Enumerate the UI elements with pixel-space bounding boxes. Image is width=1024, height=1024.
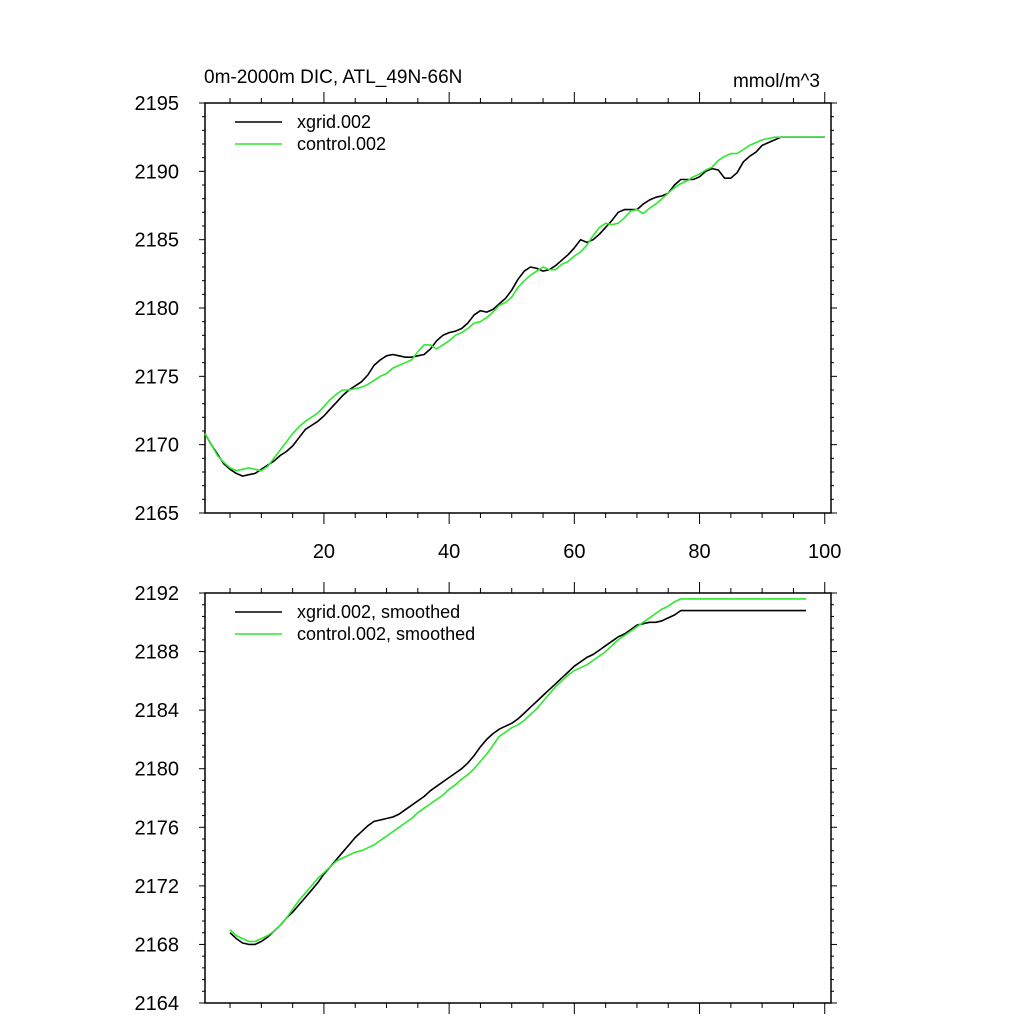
ytick-label: 2190 bbox=[135, 161, 180, 183]
legend-label-control-smoothed: control.002, smoothed bbox=[297, 624, 475, 644]
plot-frame bbox=[204, 102, 832, 514]
legend: xgrid.002, smoothed control.002, smoothe… bbox=[235, 602, 475, 644]
xtick-label: 80 bbox=[688, 541, 710, 563]
plot-frame bbox=[204, 592, 832, 1004]
axis-ticks: 2165 2170 2175 2180 2185 2190 2195 20 40 60 80 100 bbox=[135, 92, 841, 563]
bottom-panel: 2164 2168 2172 2176 2180 2184 2188 2192 xgrid.0… bbox=[135, 582, 837, 1015]
legend-label-control: control.002 bbox=[297, 134, 386, 154]
axis-ticks: 2164 2168 2172 2176 2180 2184 2188 2192 bbox=[135, 582, 837, 1015]
ytick-label: 2184 bbox=[135, 700, 180, 722]
xtick-label: 60 bbox=[563, 541, 585, 563]
xtick-label: 20 bbox=[313, 541, 335, 563]
series-lines bbox=[204, 136, 825, 477]
ytick-label: 2172 bbox=[135, 876, 180, 898]
ytick-label: 2180 bbox=[135, 759, 180, 781]
top-panel: 0m-2000m DIC, ATL_49N-66N mmol/m^3 21652… bbox=[135, 67, 842, 563]
series-line-xgrid bbox=[204, 136, 825, 477]
series-line-control bbox=[204, 136, 825, 472]
xtick-label: 100 bbox=[808, 541, 841, 563]
ytick-label: 2170 bbox=[135, 435, 180, 457]
series-line-xgrid bbox=[229, 609, 806, 946]
legend: xgrid.002 control.002 bbox=[235, 112, 386, 154]
xtick-label: 40 bbox=[438, 541, 460, 563]
units-label: mmol/m^3 bbox=[733, 71, 820, 92]
ytick-label: 2185 bbox=[135, 230, 180, 252]
ytick-label: 2164 bbox=[135, 993, 180, 1015]
ytick-label: 2180 bbox=[135, 298, 180, 320]
ytick-label: 2195 bbox=[135, 93, 180, 115]
ytick-label: 2192 bbox=[135, 583, 180, 605]
ytick-label: 2188 bbox=[135, 642, 180, 664]
legend-label-xgrid-smoothed: xgrid.002, smoothed bbox=[297, 602, 460, 622]
ytick-label: 2176 bbox=[135, 817, 180, 839]
chart-title: 0m-2000m DIC, ATL_49N-66N bbox=[204, 67, 462, 88]
series-lines bbox=[229, 598, 806, 946]
ytick-label: 2168 bbox=[135, 934, 180, 956]
ytick-label: 2165 bbox=[135, 503, 180, 525]
ytick-label: 2175 bbox=[135, 366, 180, 388]
legend-label-xgrid: xgrid.002 bbox=[297, 112, 371, 132]
series-line-control bbox=[229, 598, 806, 943]
